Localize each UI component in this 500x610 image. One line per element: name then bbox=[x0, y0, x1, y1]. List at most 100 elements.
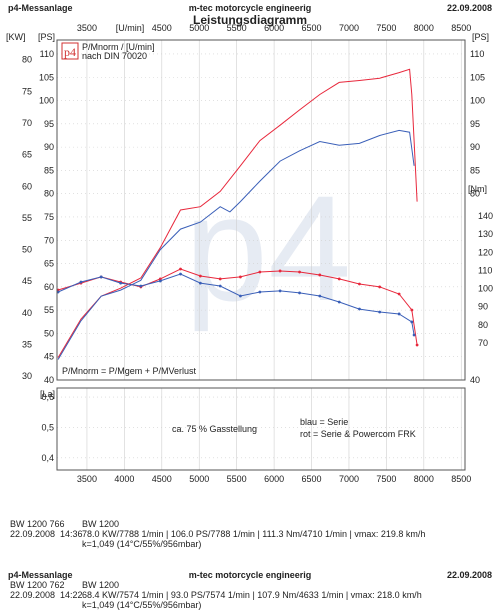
y-tick-label: 55 bbox=[44, 305, 54, 315]
header-center: m-tec motorcycle engineerig bbox=[189, 570, 312, 580]
y-tick-label: 40 bbox=[470, 375, 480, 385]
curve-point bbox=[179, 267, 182, 271]
curve-point bbox=[158, 279, 162, 283]
x-tick-label: 4500 bbox=[152, 474, 172, 484]
y-tick-label: 60 bbox=[44, 282, 54, 292]
y2-tick-label: 140 bbox=[478, 211, 493, 221]
y-tick-label: 40 bbox=[44, 375, 54, 385]
x-tick-label: 5000 bbox=[189, 23, 209, 33]
y-tick-label: 110 bbox=[470, 49, 484, 59]
run-time: 14:36 bbox=[60, 529, 83, 539]
curve-point bbox=[79, 280, 83, 284]
curve-point bbox=[198, 274, 202, 278]
logo-line1: P/Mnorm / [U/min] bbox=[82, 42, 155, 52]
curve-point bbox=[99, 275, 103, 279]
run-stats: 78.0 KW/7788 1/min | 106.0 PS/7788 1/min… bbox=[82, 529, 425, 539]
run-k: k=1,049 (14°C/55%/956mbar) bbox=[82, 600, 201, 610]
run-date: 22.09.2008 bbox=[10, 590, 55, 600]
run-id: BW 1200 762 bbox=[10, 580, 65, 590]
y2-tick-label: 70 bbox=[478, 338, 488, 348]
curve-point bbox=[415, 343, 419, 347]
kw-tick-label: 60 bbox=[22, 181, 32, 191]
formula: P/Mnorm = P/Mgem + P/MVerlust bbox=[62, 366, 197, 376]
y-tick-label: 85 bbox=[470, 165, 480, 175]
y-tick-label: 50 bbox=[44, 328, 54, 338]
run-date: 22.09.2008 bbox=[10, 529, 55, 539]
x-tick-label: 3500 bbox=[77, 23, 97, 33]
curve-point bbox=[218, 284, 222, 288]
curve bbox=[57, 68, 418, 358]
x-tick-label: 8500 bbox=[451, 474, 471, 484]
curve-point bbox=[318, 294, 322, 298]
run-k: k=1,049 (14°C/55%/956mbar) bbox=[82, 539, 201, 549]
run-model: BW 1200 bbox=[82, 519, 119, 529]
curve-point bbox=[410, 320, 414, 324]
curve-point bbox=[218, 277, 222, 281]
curve-point bbox=[298, 291, 301, 295]
x-tick-label: 8500 bbox=[451, 23, 471, 33]
curve-point bbox=[337, 300, 341, 304]
y-tick-label: 80 bbox=[470, 189, 480, 199]
y-tick-label: 65 bbox=[44, 259, 54, 269]
curve-point bbox=[139, 284, 143, 288]
curve-point bbox=[239, 275, 242, 279]
kw-tick-label: 75 bbox=[22, 86, 32, 96]
y-tick-label: 90 bbox=[44, 142, 54, 152]
x-tick-label: 7500 bbox=[376, 23, 396, 33]
header-left: p4-Messanlage bbox=[8, 570, 73, 580]
curve-point bbox=[198, 281, 202, 285]
curve-point bbox=[358, 282, 361, 286]
curve-point bbox=[412, 333, 416, 337]
nm-axis-label: [Nm] bbox=[468, 184, 487, 194]
curve-point bbox=[278, 289, 282, 293]
y-tick-label: 105 bbox=[39, 72, 54, 82]
curve-point bbox=[397, 312, 401, 316]
x-tick-label: 7000 bbox=[339, 23, 359, 33]
header-date: 22.09.2008 bbox=[447, 570, 492, 580]
y-tick-label: 85 bbox=[44, 165, 54, 175]
kw-tick-label: 30 bbox=[22, 371, 32, 381]
ps-axis-label: [PS] bbox=[38, 32, 55, 42]
kw-tick-label: 65 bbox=[22, 150, 32, 160]
header-center: m-tec motorcycle engineerig bbox=[189, 3, 312, 13]
curve-point bbox=[239, 294, 242, 298]
y-tick-label: 110 bbox=[40, 49, 54, 59]
ps-right-label: [PS] bbox=[472, 32, 489, 42]
x-tick-label: 5500 bbox=[227, 474, 247, 484]
y-tick-label: 80 bbox=[44, 189, 54, 199]
x-tick-label: 6500 bbox=[302, 23, 322, 33]
x-tick-label: 4000 bbox=[114, 474, 134, 484]
main-frame bbox=[56, 39, 466, 381]
run-id: BW 1200 766 bbox=[10, 519, 65, 529]
la-tick-label: 0,6 bbox=[41, 392, 54, 402]
kw-tick-label: 35 bbox=[22, 340, 32, 350]
curve-point bbox=[410, 308, 414, 312]
header-date: 22.09.2008 bbox=[447, 3, 492, 13]
logo-box bbox=[61, 42, 79, 60]
x-tick-label: 6000 bbox=[264, 23, 284, 33]
curve-point bbox=[258, 290, 262, 294]
curve bbox=[57, 273, 415, 336]
y2-tick-label: 90 bbox=[478, 302, 488, 312]
run-model: BW 1200 bbox=[82, 580, 119, 590]
x-tick-label: 6500 bbox=[302, 474, 322, 484]
y2-tick-label: 100 bbox=[478, 284, 493, 294]
kw-tick-label: 50 bbox=[22, 245, 32, 255]
curve-point bbox=[358, 307, 361, 311]
la-tick-label: 0,5 bbox=[41, 422, 54, 432]
logo-line2: nach DIN 70020 bbox=[82, 51, 147, 61]
curve-point bbox=[258, 270, 262, 274]
watermark: p4 bbox=[185, 164, 352, 332]
y-tick-label: 70 bbox=[44, 235, 54, 245]
curve-point bbox=[119, 281, 123, 285]
curve-point bbox=[179, 272, 182, 276]
y-tick-label: 45 bbox=[44, 352, 54, 362]
kw-tick-label: 45 bbox=[22, 276, 32, 286]
curve-point bbox=[318, 273, 322, 277]
kw-tick-label: 40 bbox=[22, 308, 32, 318]
chart-title: Leistungsdiagramm bbox=[193, 13, 307, 27]
y-tick-label: 95 bbox=[470, 119, 480, 129]
kw-axis-label: [KW] bbox=[6, 32, 26, 42]
curve-point bbox=[378, 310, 382, 314]
